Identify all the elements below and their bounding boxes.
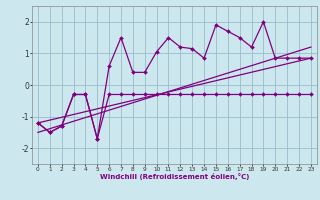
X-axis label: Windchill (Refroidissement éolien,°C): Windchill (Refroidissement éolien,°C) <box>100 173 249 180</box>
